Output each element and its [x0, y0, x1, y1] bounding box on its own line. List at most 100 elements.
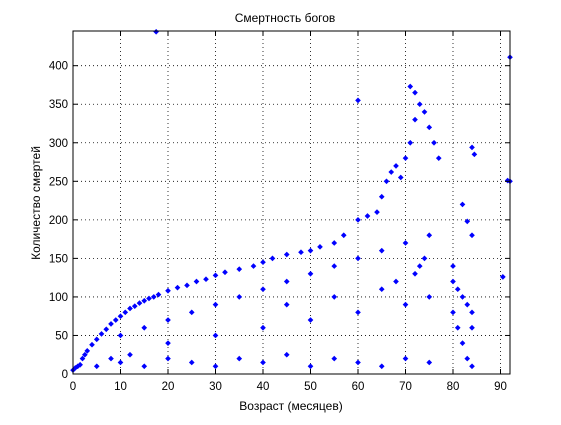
scatter-point [184, 282, 190, 289]
scatter-point [260, 324, 266, 331]
x-tick-label: 0 [70, 381, 76, 393]
scatter-series [70, 28, 513, 373]
grid-lines [73, 31, 510, 374]
scatter-point [82, 351, 88, 358]
scatter-point [84, 348, 91, 354]
scatter-point [165, 355, 171, 362]
scatter-point [283, 251, 290, 258]
x-tick-label: 70 [399, 381, 412, 393]
x-tick-label: 10 [114, 381, 127, 393]
scatter-point [236, 266, 243, 272]
scatter-point [378, 247, 385, 254]
scatter-point [421, 255, 428, 262]
scatter-point [155, 291, 162, 298]
scatter-point [188, 359, 195, 366]
scatter-point [317, 243, 323, 250]
scatter-point [464, 301, 471, 308]
x-tick-label: 90 [494, 381, 507, 393]
scatter-point [469, 144, 475, 151]
scatter-point [165, 287, 171, 294]
scatter-point [412, 116, 418, 123]
scatter-point [236, 355, 243, 362]
scatter-point [471, 151, 478, 158]
scatter-point [469, 232, 475, 239]
scatter-point [355, 359, 361, 366]
scatter-point [459, 294, 466, 300]
scatter-point [136, 300, 143, 306]
scatter-point [412, 89, 418, 96]
scatter-point [212, 272, 219, 279]
scatter-point [127, 305, 133, 312]
scatter-point [79, 355, 86, 362]
scatter-point [174, 284, 181, 291]
scatter-point [355, 97, 361, 104]
plot-background [73, 31, 510, 374]
scatter-point [188, 309, 195, 316]
scatter-point [431, 139, 437, 146]
scatter-point [93, 363, 100, 370]
scatter-point [122, 309, 129, 316]
scatter-point [469, 363, 475, 370]
scatter-point [283, 301, 290, 308]
y-tick-label: 200 [49, 215, 68, 227]
scatter-point [165, 340, 171, 346]
y-tick-label: 50 [55, 330, 68, 342]
scatter-point [108, 355, 114, 362]
scatter-point [307, 363, 314, 370]
scatter-point [397, 174, 404, 181]
scatter-point [464, 218, 471, 225]
y-tick-label: 100 [49, 292, 68, 304]
chart-title: Смертность богов [235, 11, 336, 25]
x-tick-label: 30 [209, 381, 222, 393]
scatter-point [421, 109, 428, 115]
scatter-point [103, 326, 110, 333]
scatter-point [355, 255, 361, 262]
scatter-point [393, 163, 399, 169]
scatter-point [127, 351, 133, 358]
scatter-point [378, 193, 385, 200]
scatter-point [203, 276, 209, 283]
scatter-point [112, 317, 119, 323]
scatter-point [212, 301, 219, 308]
scatter-point [131, 303, 138, 309]
scatter-point [416, 263, 423, 269]
scatter-point [407, 83, 414, 90]
scatter-point [469, 324, 475, 331]
scatter-point [393, 278, 399, 285]
scatter-point [141, 324, 148, 331]
scatter-point [464, 355, 471, 362]
scatter-point [165, 317, 171, 323]
scatter-point [331, 355, 338, 362]
scatter-point [402, 355, 409, 362]
scatter-point [260, 259, 266, 266]
scatter-point [426, 124, 433, 131]
scatter-point [93, 336, 100, 343]
scatter-point [500, 274, 506, 280]
scatter-point [435, 155, 442, 162]
x-tick-label: 60 [352, 381, 365, 393]
scatter-point [108, 321, 114, 327]
scatter-point [469, 309, 475, 316]
scatter-point [212, 363, 219, 370]
scatter-point [77, 361, 83, 368]
y-tick-label: 0 [62, 369, 68, 381]
scatter-point [331, 240, 338, 246]
x-tick-label: 80 [447, 381, 460, 393]
scatter-point [146, 295, 152, 302]
scatter-point [459, 201, 466, 208]
scatter-point [117, 359, 124, 366]
scatter-point [450, 309, 456, 316]
scatter-point [454, 286, 461, 293]
scatter-point [426, 232, 433, 239]
scatter-point [450, 263, 456, 269]
y-tick-label: 250 [49, 176, 68, 188]
scatter-point [364, 213, 371, 219]
y-tick-label: 150 [49, 253, 68, 265]
x-tick-label: 40 [257, 381, 270, 393]
scatter-point [269, 255, 276, 262]
scatter-point [307, 247, 314, 254]
scatter-point [407, 139, 414, 146]
x-axis-title: Возраст (месяцев) [239, 399, 342, 413]
